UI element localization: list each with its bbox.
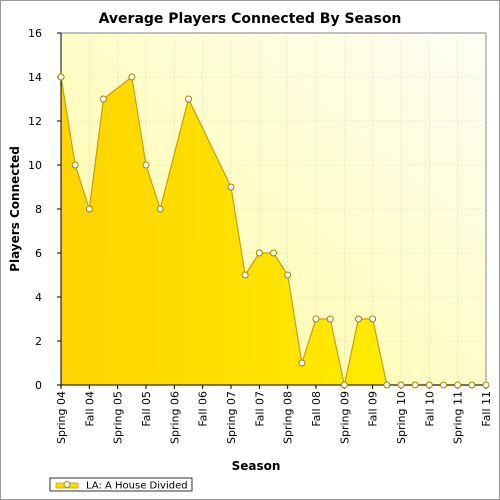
data-point <box>312 315 320 323</box>
x-tick-label: Spring 11 <box>452 391 465 444</box>
data-point <box>284 271 292 279</box>
data-point <box>128 73 136 81</box>
data-point <box>468 381 476 389</box>
y-tick-label: 6 <box>35 247 42 260</box>
legend-label: LA: A House Divided <box>86 481 188 492</box>
series-area <box>61 77 486 385</box>
y-tick-label: 2 <box>35 335 42 348</box>
y-tick-label: 14 <box>28 71 42 84</box>
y-tick-labels: 0 2 4 6 8 10 12 14 16 <box>28 27 61 392</box>
x-tick-label: Spring 07 <box>225 391 238 444</box>
y-tick-label: 0 <box>35 379 42 392</box>
y-tick-label: 12 <box>28 115 42 128</box>
data-point <box>340 381 348 389</box>
y-tick-label: 10 <box>28 159 42 172</box>
y-tick-label: 16 <box>28 27 42 40</box>
x-axis-title: Season <box>232 459 281 473</box>
x-tick-label: Fall 08 <box>310 391 323 427</box>
data-point <box>326 315 334 323</box>
data-point <box>355 315 362 323</box>
data-point <box>454 381 462 389</box>
x-tick-label: Fall 06 <box>197 391 210 427</box>
data-point <box>57 73 65 81</box>
data-point <box>156 205 164 213</box>
data-point <box>142 161 150 169</box>
x-tick-label: Spring 09 <box>338 391 351 444</box>
x-tick-label: Fall 11 <box>480 391 493 427</box>
data-point <box>298 359 306 367</box>
x-tick-label: Spring 06 <box>168 391 181 444</box>
data-point <box>71 161 79 169</box>
data-point <box>241 271 249 279</box>
data-point <box>255 249 263 257</box>
y-tick-label: 8 <box>35 203 42 216</box>
x-tick-label: Spring 08 <box>282 391 295 444</box>
data-point <box>185 95 192 103</box>
data-point <box>85 205 93 213</box>
x-tick-label: Spring 10 <box>395 391 408 444</box>
x-tick-label: Spring 05 <box>112 391 125 444</box>
x-tick-label: Fall 04 <box>83 391 96 427</box>
data-point <box>411 381 419 389</box>
x-tick-label: Fall 07 <box>253 391 266 427</box>
legend-box <box>49 477 193 492</box>
x-tick-label: Spring 04 <box>55 391 68 444</box>
data-point <box>227 183 235 191</box>
legend: LA: A House Divided <box>49 477 193 492</box>
x-tick-label: Fall 09 <box>367 391 380 427</box>
data-point <box>383 381 391 389</box>
data-point <box>270 249 277 257</box>
y-tick-label: 4 <box>35 291 42 304</box>
y-axis-title: Players Connected <box>8 146 22 272</box>
data-point <box>440 381 447 389</box>
data-point <box>425 381 433 389</box>
x-tick-label: Fall 05 <box>140 391 153 427</box>
data-point <box>100 95 107 103</box>
data-point <box>397 381 405 389</box>
data-point <box>369 315 377 323</box>
x-tick-labels: Spring 04 Fall 04 Spring 05 Fall 05 Spring 0… <box>55 385 493 444</box>
x-tick-label: Fall 10 <box>423 391 436 427</box>
chart-title: Average Players Connected By Season <box>99 11 402 27</box>
data-points <box>57 73 490 389</box>
legend-marker <box>63 481 71 488</box>
data-point <box>482 381 490 389</box>
